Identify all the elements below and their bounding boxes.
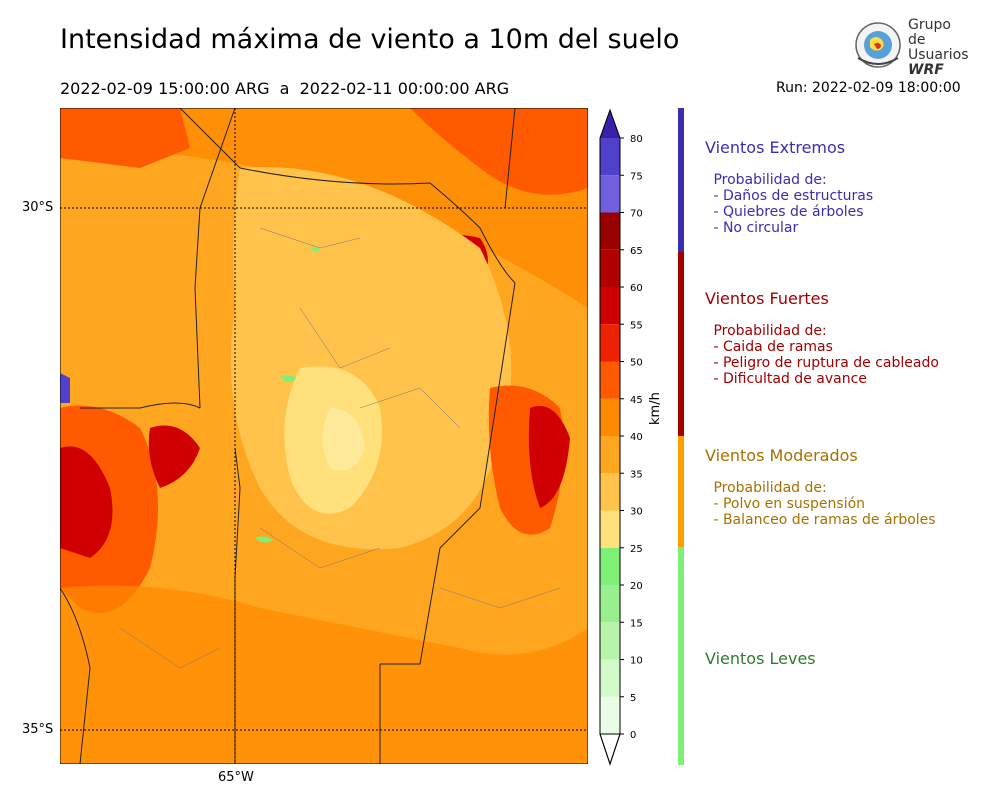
colorbar-tick-label: 45 [630,395,643,406]
colorbar-tick-label: 50 [630,358,643,369]
colorbar-extend-min [599,733,621,766]
colorbar-segment [600,659,620,697]
legend-bar-fuertes [678,252,684,436]
map-title: Intensidad máxima de viento a 10m del su… [60,24,680,55]
wrf-group-logo: Grupo de Usuarios WRF [850,17,970,78]
legend-bar-leves [678,547,684,765]
colorbar-tick-label: 25 [630,544,643,555]
lat-label-35s: 35°S [22,722,54,737]
colorbar-tick-label: 60 [630,283,643,294]
colorbar-tick-label: 30 [630,507,643,518]
colorbar-segment [600,398,620,436]
category-desc-extremos: Probabilidad de: - Daños de estructuras … [713,172,874,236]
colorbar-segment [600,622,620,660]
category-desc-fuertes: Probabilidad de: - Caida de ramas - Peli… [713,323,939,387]
colorbar-tick-label: 70 [630,209,643,220]
colorbar-tick-label: 0 [630,730,636,741]
colorbar-tick-label: 65 [630,246,643,257]
colorbar-segment [600,510,620,548]
logo-line-3: WRF [908,62,944,78]
colorbar-segment [600,175,620,213]
run-time: Run: 2022-02-09 18:00:00 [776,80,961,96]
wind-map [60,108,588,764]
lon-label-65w: 65°W [218,770,254,785]
colorbar-tick-label: 35 [630,469,643,480]
lat-label-30s: 30°S [22,200,54,215]
colorbar-segment [600,212,620,250]
colorbar-segment [600,287,620,325]
colorbar-segment [600,696,620,734]
legend-bar-extremos [678,108,684,252]
category-title-leves: Vientos Leves [705,649,816,668]
colorbar-segment [600,361,620,399]
colorbar-tick-label: 10 [630,656,643,667]
category-desc-moderados: Probabilidad de: - Polvo en suspensión -… [713,480,936,528]
logo-line-1: Grupo de [908,17,951,48]
legend-bar-moderados [678,436,684,547]
colorbar-segment [600,585,620,623]
logo-line-2: Usuarios [908,47,969,63]
colorbar-segment [600,473,620,511]
date-range: 2022-02-09 15:00:00 ARG a 2022-02-11 00:… [60,79,510,98]
colorbar-segment [600,547,620,585]
category-title-extremos: Vientos Extremos [705,138,846,157]
colorbar-tick-label: 15 [630,618,643,629]
colorbar-tick-label: 55 [630,320,643,331]
colorbar-segment [600,324,620,362]
colorbar-tick-label: 80 [630,134,643,145]
colorbar-tick-label: 40 [630,432,643,443]
colorbar-unit-label: km/h [648,392,663,425]
colorbar-segment [600,249,620,287]
colorbar-segment [600,436,620,474]
colorbar-segment [600,138,620,176]
colorbar-tick-label: 5 [630,693,636,704]
colorbar-tick-label: 20 [630,581,643,592]
colorbar-tick-label: 75 [630,171,643,182]
category-title-moderados: Vientos Moderados [705,446,858,465]
colorbar: 0 5 10 15 20 25 30 35 40 45 50 55 60 65 70 75 80 [599,108,643,766]
colorbar-extend-max [600,110,620,138]
category-title-fuertes: Vientos Fuertes [705,289,829,308]
globe-icon [855,22,901,68]
